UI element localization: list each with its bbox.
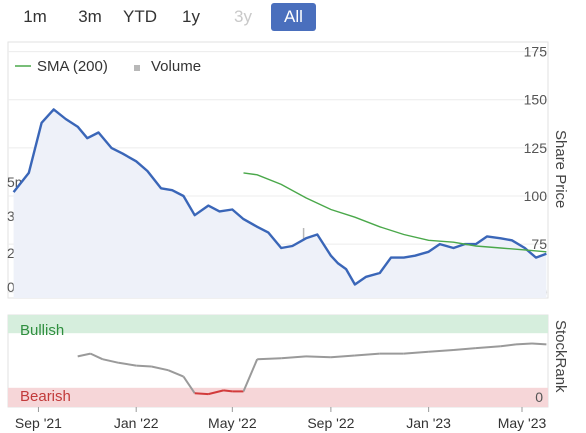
stockrank-segment (330, 354, 355, 359)
stockrank-segment (453, 347, 476, 351)
price-line (12, 108, 547, 286)
stockrank-segment (151, 365, 169, 372)
stockrank-segment (428, 349, 454, 353)
range-selector: 1m 3m YTD 1y 3y All (0, 0, 330, 34)
price-tick-label: 125 (524, 140, 548, 156)
stockrank-segment (90, 352, 103, 361)
stockrank-axis-title: StockRank (552, 320, 569, 393)
bearish-band (8, 387, 548, 407)
tab-1y[interactable]: 1y (182, 7, 200, 26)
stockrank-segment (242, 358, 259, 392)
stockrank-segment (500, 343, 517, 348)
stockrank-segment (102, 358, 119, 364)
stockrank-segment (136, 364, 152, 368)
volume-tick-label: 0 (7, 279, 15, 295)
volume-legend-swatch (134, 65, 140, 71)
sma-legend-label: SMA (200) (37, 58, 108, 75)
stockrank-segment (118, 361, 137, 367)
tab-3y: 3y (234, 7, 252, 26)
stockrank-segment (531, 342, 547, 346)
x-tick-label: Sep '22 (307, 415, 354, 431)
x-tick-label: Sep '21 (15, 415, 62, 431)
price-area (13, 109, 547, 299)
stockrank-segment (167, 369, 184, 378)
x-tick-label: May '23 (498, 415, 547, 431)
bullish-band (8, 315, 548, 334)
stockrank-segment (475, 345, 501, 350)
stockrank-segment (194, 392, 209, 396)
x-tick-label: Jan '22 (114, 415, 159, 431)
price-tick-label: 150 (524, 92, 548, 108)
stockrank-segment (403, 350, 429, 355)
price-chart: 507510012515017502m3m5mSMA (200)VolumeSh… (0, 34, 586, 433)
stockrank-segment (257, 357, 282, 361)
volume-legend-label: Volume (151, 58, 201, 75)
stockrank-segment (182, 376, 196, 394)
tab-ytd[interactable]: YTD (123, 7, 157, 26)
bearish-label: Bearish (20, 388, 71, 405)
tab-all[interactable]: All (271, 3, 316, 31)
price-tick-label: 75 (531, 236, 547, 252)
stockrank-segment (208, 389, 224, 396)
stockrank-segment (281, 355, 307, 360)
tab-3m[interactable]: 3m (78, 7, 102, 26)
sma-line (243, 172, 547, 253)
stockrank-segment (77, 352, 91, 358)
stockrank-tick-label: 0 (535, 389, 543, 405)
tab-1m[interactable]: 1m (23, 7, 47, 26)
stockrank-segment (305, 355, 331, 359)
bullish-label: Bullish (20, 322, 64, 339)
chart-svg: 507510012515017502m3m5mSMA (200)VolumeSh… (7, 41, 569, 431)
price-tick-label: 100 (524, 188, 548, 204)
x-tick-label: May '22 (208, 415, 257, 431)
price-tick-label: 175 (524, 44, 548, 60)
share-price-axis-title: Share Price (552, 130, 569, 208)
stockrank-segment (515, 342, 533, 346)
stockrank-segment (354, 352, 380, 357)
stockrank-segment (223, 389, 233, 393)
x-tick-label: Jan '23 (406, 415, 451, 431)
